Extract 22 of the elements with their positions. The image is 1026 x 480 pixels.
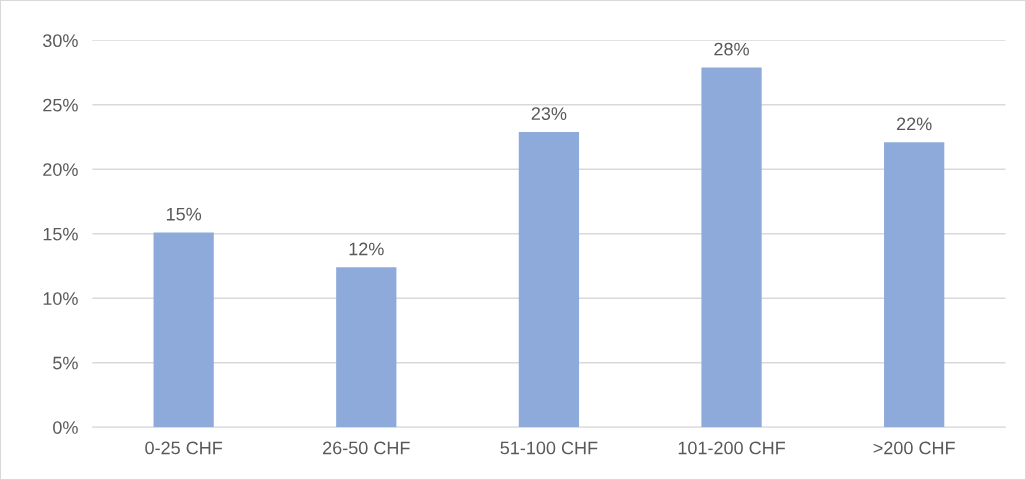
y-tick-label: 10% (43, 292, 78, 305)
x-tick-label: 101-200 CHF (678, 441, 786, 455)
x-tick-label: 51-100 CHF (500, 441, 598, 455)
y-tick-label: 0% (53, 421, 78, 434)
bar (518, 131, 580, 428)
y-tick-label: 5% (53, 356, 78, 370)
x-tick-label: 0-25 CHF (145, 441, 223, 455)
bar (884, 142, 945, 428)
y-tick-label: 30% (43, 34, 78, 48)
data-label: 12% (349, 242, 384, 256)
y-tick-label: 15% (43, 227, 78, 241)
y-tick-label: 20% (43, 163, 78, 176)
bar (701, 67, 762, 428)
bar (153, 232, 214, 428)
data-label: 23% (531, 107, 567, 120)
bar (336, 267, 397, 428)
x-tick-label: 26-50 CHF (323, 441, 410, 455)
y-tick-label: 25% (43, 98, 78, 112)
data-label: 15% (166, 207, 202, 221)
data-label: 28% (714, 42, 749, 56)
x-tick-label: >200 CHF (873, 441, 955, 455)
data-label: 22% (897, 117, 932, 131)
